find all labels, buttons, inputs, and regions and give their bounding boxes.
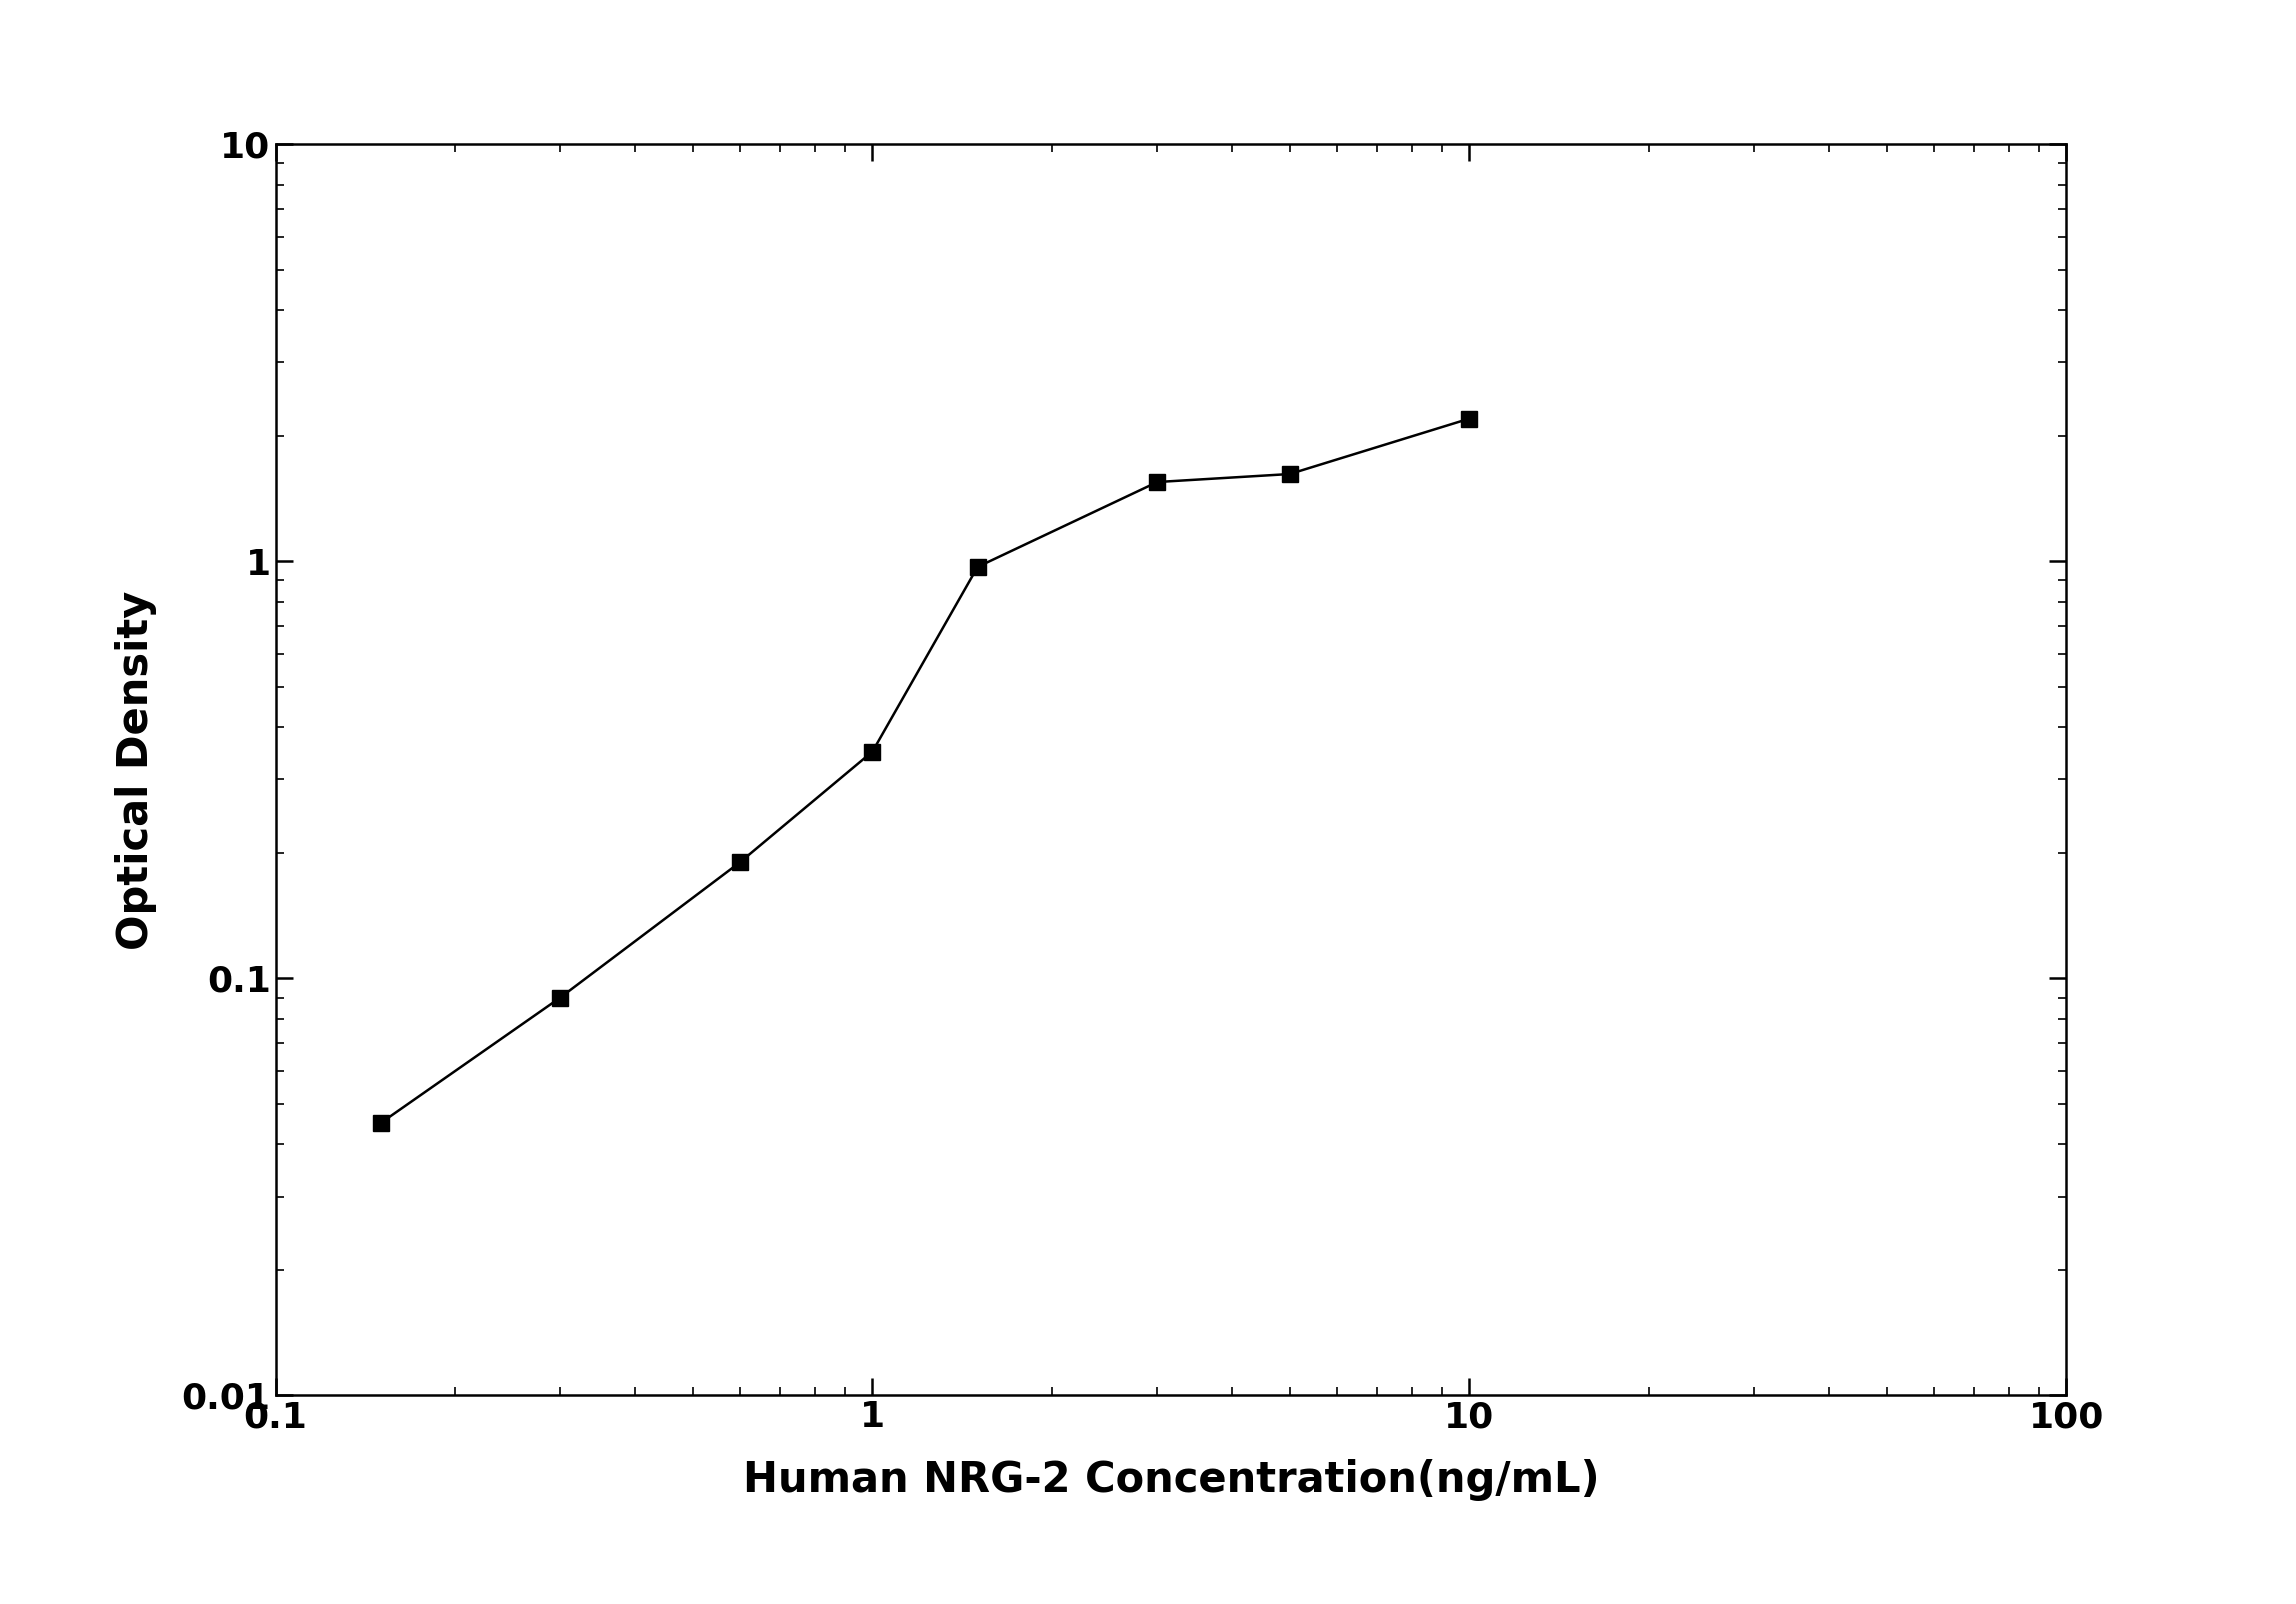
Y-axis label: Optical Density: Optical Density bbox=[115, 590, 156, 950]
X-axis label: Human NRG-2 Concentration(ng/mL): Human NRG-2 Concentration(ng/mL) bbox=[742, 1460, 1600, 1501]
